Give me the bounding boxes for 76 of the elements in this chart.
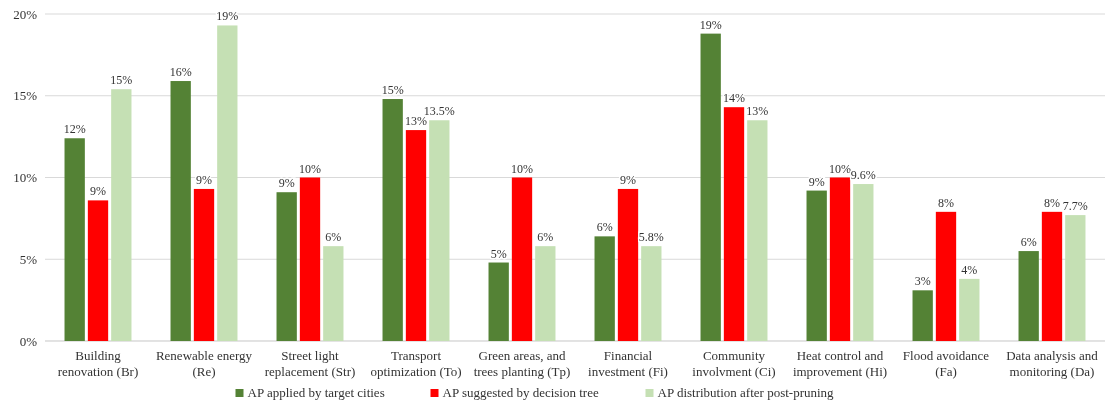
bar xyxy=(511,177,533,341)
x-tick-label: Renewable energy (Re) xyxy=(155,348,253,379)
data-label: 19% xyxy=(216,9,239,24)
bar xyxy=(1065,215,1086,341)
bar xyxy=(535,246,556,341)
bar xyxy=(64,138,85,341)
data-label: 5.8% xyxy=(638,230,664,245)
y-tick-label: 5% xyxy=(19,251,38,267)
data-label: 13% xyxy=(746,104,769,119)
bar xyxy=(299,177,321,341)
data-label: 10% xyxy=(511,161,533,176)
data-label: 8% xyxy=(938,195,954,210)
x-tick-label: Transport optimization (To) xyxy=(370,348,462,379)
bar xyxy=(488,262,509,341)
bar xyxy=(594,236,615,341)
bar xyxy=(323,246,344,341)
data-label: 9% xyxy=(278,176,295,191)
data-label: 5% xyxy=(490,246,507,261)
data-label: 14% xyxy=(723,91,745,106)
data-label: 9.6% xyxy=(850,168,876,183)
bar xyxy=(276,192,297,341)
data-label: 9% xyxy=(196,172,212,187)
bar xyxy=(617,188,639,341)
bar xyxy=(382,99,403,341)
bar xyxy=(170,81,191,341)
data-label: 6% xyxy=(1020,235,1037,250)
bar xyxy=(853,184,874,341)
data-label: 9% xyxy=(90,184,106,199)
y-tick-label: 0% xyxy=(19,333,38,349)
data-label: 6% xyxy=(537,230,554,245)
bar xyxy=(935,211,957,341)
x-tick-label: Community involvment (Ci) xyxy=(692,348,776,379)
bar xyxy=(959,278,980,341)
data-label: 15% xyxy=(110,73,133,88)
data-label: 6% xyxy=(596,220,613,235)
legend-label: AP suggested by decision tree xyxy=(442,385,599,400)
data-label: 7.7% xyxy=(1062,199,1088,214)
data-label: 16% xyxy=(169,65,192,80)
y-tick-label: 15% xyxy=(13,88,38,104)
y-tick-label: 10% xyxy=(13,170,38,186)
data-label: 9% xyxy=(620,172,636,187)
bar xyxy=(912,290,933,341)
data-label: 4% xyxy=(961,262,978,277)
x-tick-label: Heat control and improvement (Hi) xyxy=(792,348,888,379)
data-label: 9% xyxy=(808,174,825,189)
bar xyxy=(111,89,132,341)
bar xyxy=(193,188,215,341)
legend-label: AP distribution after post-pruning xyxy=(657,385,835,400)
data-label: 15% xyxy=(381,83,404,98)
y-tick-label: 20% xyxy=(13,6,38,22)
data-label: 10% xyxy=(299,161,321,176)
x-tick-label: Street light replacement (Str) xyxy=(264,348,356,379)
bar xyxy=(429,120,450,341)
bar xyxy=(806,190,827,341)
data-label: 6% xyxy=(325,230,342,245)
legend-label: AP applied by target cities xyxy=(247,385,385,400)
x-tick-label: Data analysis and monitoring (Da) xyxy=(1006,348,1099,379)
bar xyxy=(700,33,721,341)
data-label: 10% xyxy=(829,161,851,176)
bar xyxy=(87,200,109,341)
bar xyxy=(1041,211,1063,341)
x-tick-label: Financial investment (Fi) xyxy=(588,348,668,379)
bar xyxy=(641,246,662,341)
x-tick-label: Building renovation (Br) xyxy=(57,348,139,379)
bar xyxy=(723,107,745,341)
bar xyxy=(405,130,427,341)
x-tick-label: Green areas, and trees planting (Tp) xyxy=(473,348,571,379)
data-label: 3% xyxy=(914,274,931,289)
data-label: 8% xyxy=(1044,195,1060,210)
bar xyxy=(1018,251,1039,341)
bar xyxy=(217,25,238,341)
bar xyxy=(747,120,768,341)
x-tick-label: Flood avoidance (Fa) xyxy=(902,348,990,379)
data-label: 19% xyxy=(699,17,722,32)
bar xyxy=(829,177,851,341)
data-label: 12% xyxy=(63,122,86,137)
